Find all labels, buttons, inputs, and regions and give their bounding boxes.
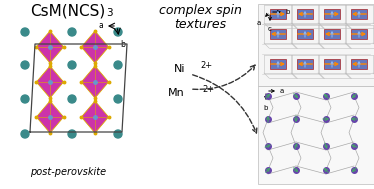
- Polygon shape: [82, 101, 108, 133]
- Text: b: b: [264, 105, 268, 111]
- Text: b: b: [285, 9, 289, 15]
- FancyBboxPatch shape: [324, 29, 340, 39]
- FancyBboxPatch shape: [324, 9, 340, 19]
- Circle shape: [114, 95, 122, 103]
- Text: Mn: Mn: [168, 88, 185, 98]
- Circle shape: [114, 28, 122, 36]
- FancyBboxPatch shape: [258, 86, 374, 184]
- FancyBboxPatch shape: [297, 9, 313, 19]
- Text: 3: 3: [106, 8, 113, 18]
- Text: a: a: [257, 20, 261, 26]
- Circle shape: [21, 130, 29, 138]
- FancyBboxPatch shape: [270, 59, 286, 69]
- FancyBboxPatch shape: [270, 9, 286, 19]
- Circle shape: [114, 130, 122, 138]
- Text: Ni: Ni: [174, 64, 185, 74]
- FancyBboxPatch shape: [351, 9, 367, 19]
- Circle shape: [68, 130, 76, 138]
- Circle shape: [21, 28, 29, 36]
- Circle shape: [21, 95, 29, 103]
- Circle shape: [114, 61, 122, 69]
- Polygon shape: [36, 31, 64, 63]
- Text: c: c: [268, 26, 272, 32]
- FancyBboxPatch shape: [297, 59, 313, 69]
- Text: a: a: [280, 88, 284, 94]
- Polygon shape: [82, 31, 108, 63]
- Circle shape: [21, 61, 29, 69]
- FancyArrowPatch shape: [193, 75, 257, 133]
- FancyBboxPatch shape: [351, 29, 367, 39]
- FancyBboxPatch shape: [258, 4, 374, 86]
- FancyBboxPatch shape: [351, 59, 367, 69]
- Text: a: a: [98, 22, 103, 30]
- Text: 2+: 2+: [200, 60, 212, 70]
- Text: b: b: [120, 40, 125, 49]
- FancyBboxPatch shape: [297, 29, 313, 39]
- FancyBboxPatch shape: [324, 59, 340, 69]
- Polygon shape: [36, 66, 64, 98]
- Text: complex spin
textures: complex spin textures: [159, 4, 242, 32]
- Text: CsM(NCS): CsM(NCS): [30, 3, 105, 18]
- Text: post-perovskite: post-perovskite: [30, 167, 106, 177]
- Text: 2+: 2+: [202, 84, 214, 94]
- FancyArrowPatch shape: [193, 65, 255, 89]
- Circle shape: [68, 95, 76, 103]
- FancyBboxPatch shape: [270, 29, 286, 39]
- Circle shape: [68, 61, 76, 69]
- Circle shape: [68, 28, 76, 36]
- Polygon shape: [36, 101, 64, 133]
- Polygon shape: [82, 66, 108, 98]
